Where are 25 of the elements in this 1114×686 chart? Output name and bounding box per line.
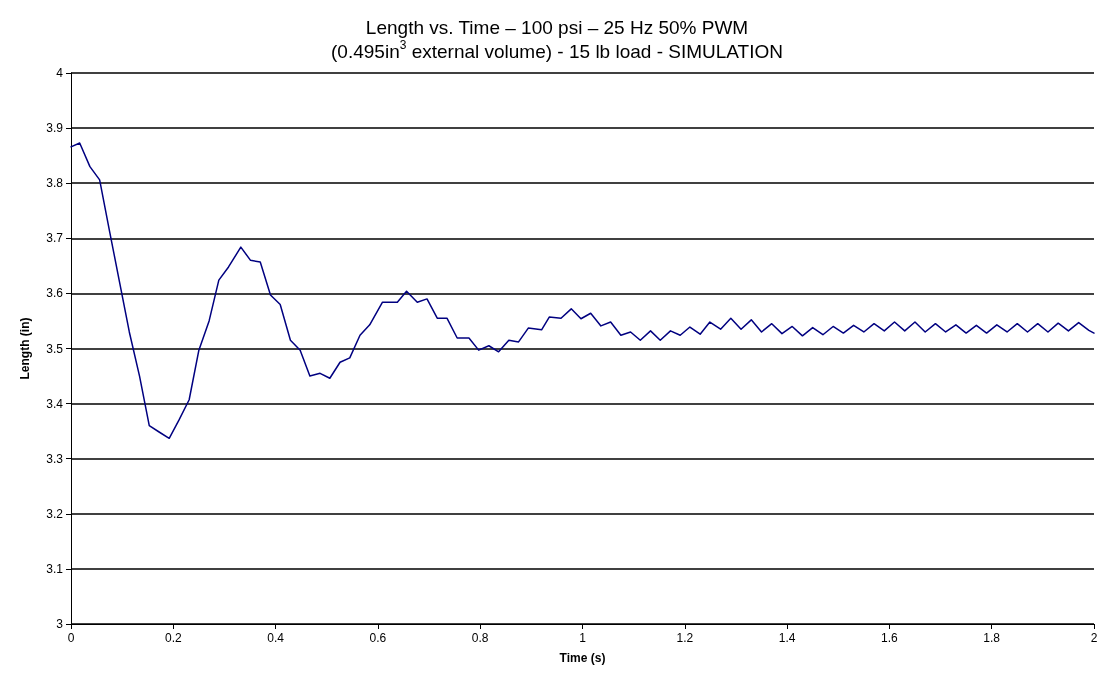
- y-tick-label: 3.8: [46, 176, 64, 191]
- y-tick-label: 3: [56, 617, 64, 631]
- x-tick-label: 1.8: [983, 631, 1001, 645]
- x-tick-label: 0.2: [164, 631, 182, 645]
- x-tick-label: 2: [1090, 631, 1098, 645]
- y-tick-label: 3.6: [46, 286, 64, 301]
- x-tick-label: 0.8: [471, 631, 489, 645]
- y-tick-label: 3.9: [46, 121, 64, 136]
- x-tick-label: 0.6: [369, 631, 387, 645]
- x-tick-label: 1.2: [676, 631, 694, 645]
- x-tick-label: 0: [67, 631, 75, 645]
- y-tick-label: 4: [56, 66, 64, 80]
- y-tick-label: 3.4: [46, 396, 64, 411]
- chart-title: Length vs. Time – 100 psi – 25 Hz 50% PWM: [365, 16, 749, 38]
- y-axis-title: Length (in): [18, 317, 32, 380]
- x-tick-label: 1: [579, 631, 587, 645]
- y-tick-label: 3.3: [46, 451, 64, 466]
- x-tick-label: 0.4: [267, 631, 285, 645]
- x-axis-title: Time (s): [559, 651, 606, 665]
- y-tick-label: 3.2: [46, 506, 64, 521]
- x-tick-label: 1.4: [778, 631, 796, 645]
- y-tick-label: 3.5: [46, 341, 64, 356]
- x-tick-label: 1.6: [881, 631, 899, 645]
- y-tick-label: 3.7: [46, 231, 64, 246]
- y-tick-label: 3.1: [46, 561, 64, 576]
